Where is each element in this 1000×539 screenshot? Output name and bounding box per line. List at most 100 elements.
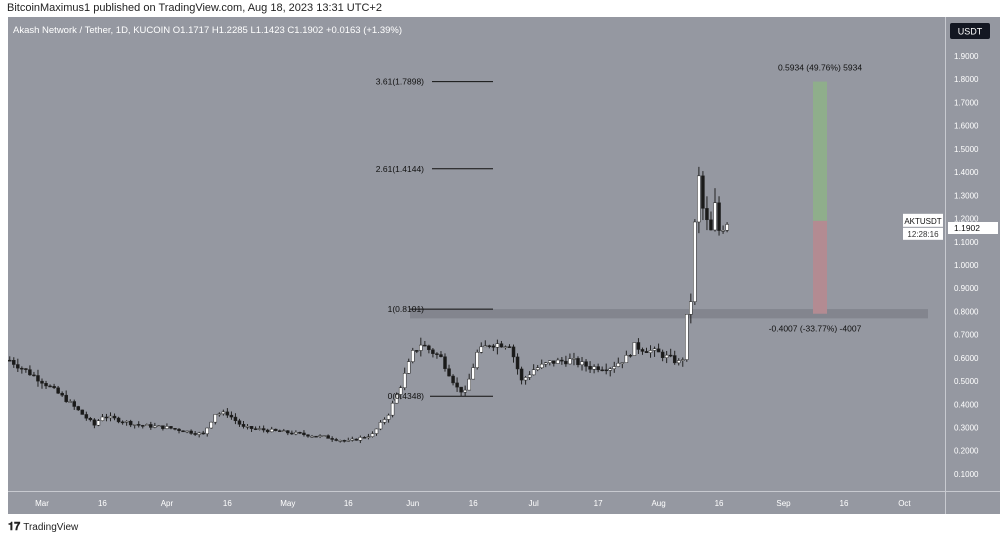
- candle-body: [491, 345, 496, 348]
- y-tick-label: 1.7000: [954, 98, 979, 107]
- symbol-tag-label: AKTUSDT: [904, 217, 941, 226]
- candle-body: [326, 435, 330, 439]
- candle-body: [600, 369, 604, 372]
- target-label: 0.5934 (49.76%) 5934: [778, 63, 862, 73]
- candle-body: [16, 364, 20, 369]
- candle-body: [290, 432, 294, 435]
- candle-body: [495, 343, 500, 348]
- y-tick-label: 1.2000: [954, 215, 979, 224]
- candle-body: [149, 424, 153, 428]
- x-tick-label: Aug: [651, 499, 665, 508]
- candle-body: [273, 428, 278, 431]
- tv-logo-icon: 𝟏𝟕: [8, 521, 21, 533]
- candle-body: [201, 432, 205, 435]
- candle-body: [294, 432, 298, 435]
- y-tick-label: 1.5000: [954, 145, 979, 154]
- countdown-tag: [903, 227, 943, 240]
- candle-body: [394, 394, 399, 404]
- candle-body: [338, 440, 342, 442]
- symbol-legend: Akash Network / Tether, 1D, KUCOIN O1.17…: [13, 25, 402, 36]
- candle-body: [668, 354, 673, 357]
- candle-body: [406, 361, 411, 374]
- candle-body: [382, 419, 387, 423]
- candle-body: [8, 359, 12, 362]
- candle-body: [269, 428, 274, 433]
- candle-body: [362, 437, 367, 439]
- candle-body: [721, 230, 725, 232]
- candle-body: [515, 356, 520, 370]
- candle-body: [479, 346, 484, 353]
- candle-body: [342, 440, 346, 442]
- candle-body: [672, 355, 677, 364]
- x-tick-label: 16: [469, 499, 478, 508]
- candle-body: [213, 414, 218, 423]
- candle-body: [475, 352, 479, 368]
- tradingview-logo[interactable]: 𝟏𝟕 TradingView: [8, 521, 78, 534]
- time-axis[interactable]: [8, 492, 1000, 514]
- candle-body: [499, 343, 504, 348]
- x-tick-label: Jun: [406, 499, 419, 508]
- candle-body: [648, 350, 653, 353]
- candle-body: [435, 353, 439, 355]
- candle-body: [636, 342, 641, 350]
- candle-body: [100, 416, 105, 421]
- candle-body: [467, 378, 471, 391]
- candle-body: [487, 345, 492, 347]
- y-tick-label: 0.6000: [954, 354, 979, 363]
- candle-body: [459, 386, 463, 393]
- candle-body: [713, 202, 717, 231]
- candle-body: [20, 367, 24, 370]
- y-tick-label: 1.9000: [954, 52, 979, 61]
- candle-body: [330, 438, 334, 440]
- plot-area[interactable]: [8, 17, 945, 491]
- candle-body: [503, 346, 508, 348]
- candle-body: [620, 362, 625, 364]
- candle-body: [120, 421, 125, 424]
- last-price: 1.1902: [954, 223, 980, 233]
- candle-body: [527, 374, 532, 378]
- candle-body: [173, 428, 177, 430]
- x-tick-label: 16: [715, 499, 724, 508]
- candle-body: [717, 202, 721, 231]
- y-tick-label: 0.4000: [954, 400, 979, 409]
- candle-body: [640, 349, 645, 352]
- y-tick-label: 0.3000: [954, 424, 979, 433]
- candle-body: [169, 426, 173, 429]
- candle-body: [612, 366, 617, 370]
- candle-body: [241, 424, 246, 427]
- candle-body: [664, 354, 669, 358]
- candle-body: [523, 377, 528, 381]
- candle-body: [153, 425, 157, 428]
- candle-body: [705, 208, 709, 221]
- candle-body: [52, 386, 56, 389]
- candle-body: [580, 361, 584, 366]
- x-tick-label: Apr: [161, 499, 174, 508]
- candle-body: [576, 358, 580, 366]
- candle-body: [358, 437, 363, 441]
- candle-body: [366, 436, 371, 438]
- candle-body: [96, 420, 101, 426]
- candle-body: [112, 415, 117, 419]
- candle-body: [24, 368, 28, 370]
- candle-body: [656, 348, 661, 353]
- candle-body: [314, 435, 318, 438]
- candle-body: [310, 435, 314, 438]
- candle-body: [386, 414, 391, 420]
- y-tick-label: 1.3000: [954, 191, 979, 200]
- candle-body: [652, 348, 657, 351]
- candle-body: [616, 362, 621, 367]
- candle-body: [177, 428, 181, 432]
- candle-body: [189, 430, 193, 434]
- candle-body: [463, 389, 467, 393]
- price-axis[interactable]: [946, 17, 1000, 491]
- candle-body: [370, 433, 375, 437]
- candle-body: [451, 375, 455, 384]
- candle-body: [415, 350, 419, 352]
- candle-body: [539, 363, 544, 369]
- candle-body: [205, 427, 209, 435]
- candle-body: [552, 360, 556, 364]
- candle-body: [56, 387, 60, 394]
- candle-body: [588, 366, 592, 370]
- currency-button[interactable]: [950, 23, 990, 39]
